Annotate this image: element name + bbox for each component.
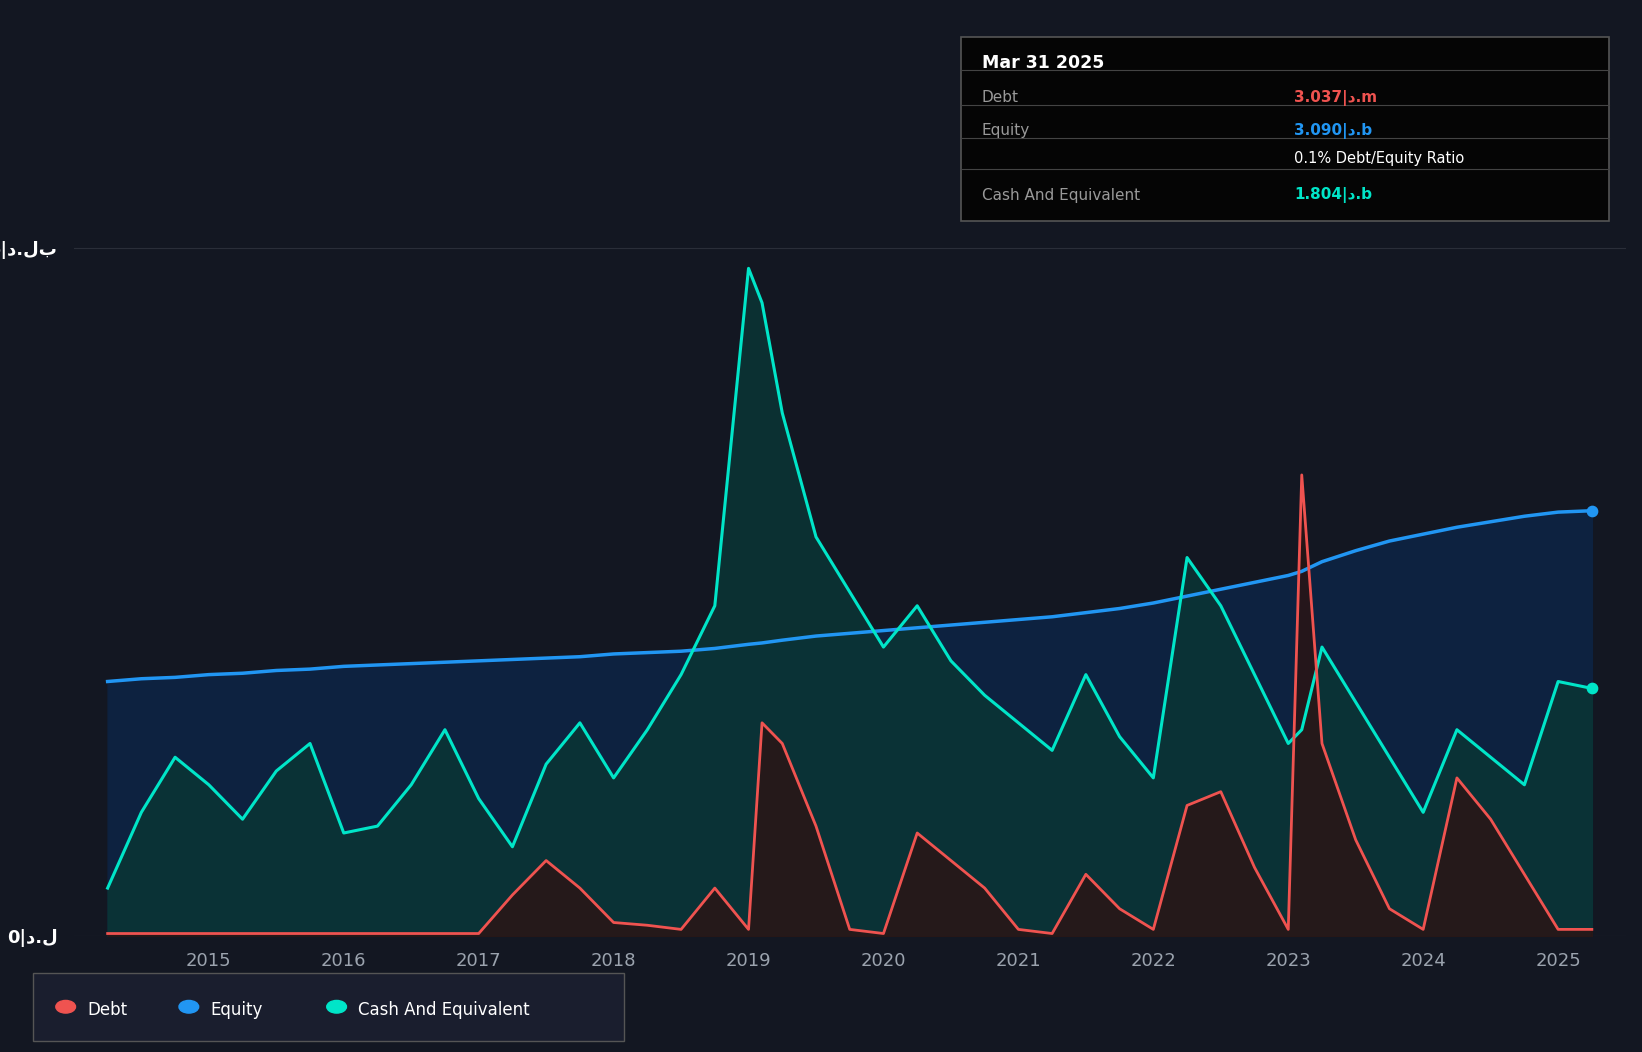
- Point: [1578, 680, 1604, 696]
- Text: Cash And Equivalent: Cash And Equivalent: [982, 187, 1140, 203]
- Text: 0.1% Debt/Equity Ratio: 0.1% Debt/Equity Ratio: [1294, 150, 1465, 166]
- Text: Debt: Debt: [982, 90, 1020, 105]
- Point: [1578, 502, 1604, 519]
- Text: Equity: Equity: [210, 1002, 263, 1019]
- Text: Cash And Equivalent: Cash And Equivalent: [358, 1002, 530, 1019]
- Text: Mar 31 2025: Mar 31 2025: [982, 54, 1105, 72]
- Text: 1.804|د.b: 1.804|د.b: [1294, 187, 1373, 203]
- Text: 3.090|د.b: 3.090|د.b: [1294, 123, 1373, 139]
- Text: Equity: Equity: [982, 123, 1030, 138]
- Text: Debt: Debt: [87, 1002, 126, 1019]
- Text: 3.037|د.m: 3.037|د.m: [1294, 89, 1378, 105]
